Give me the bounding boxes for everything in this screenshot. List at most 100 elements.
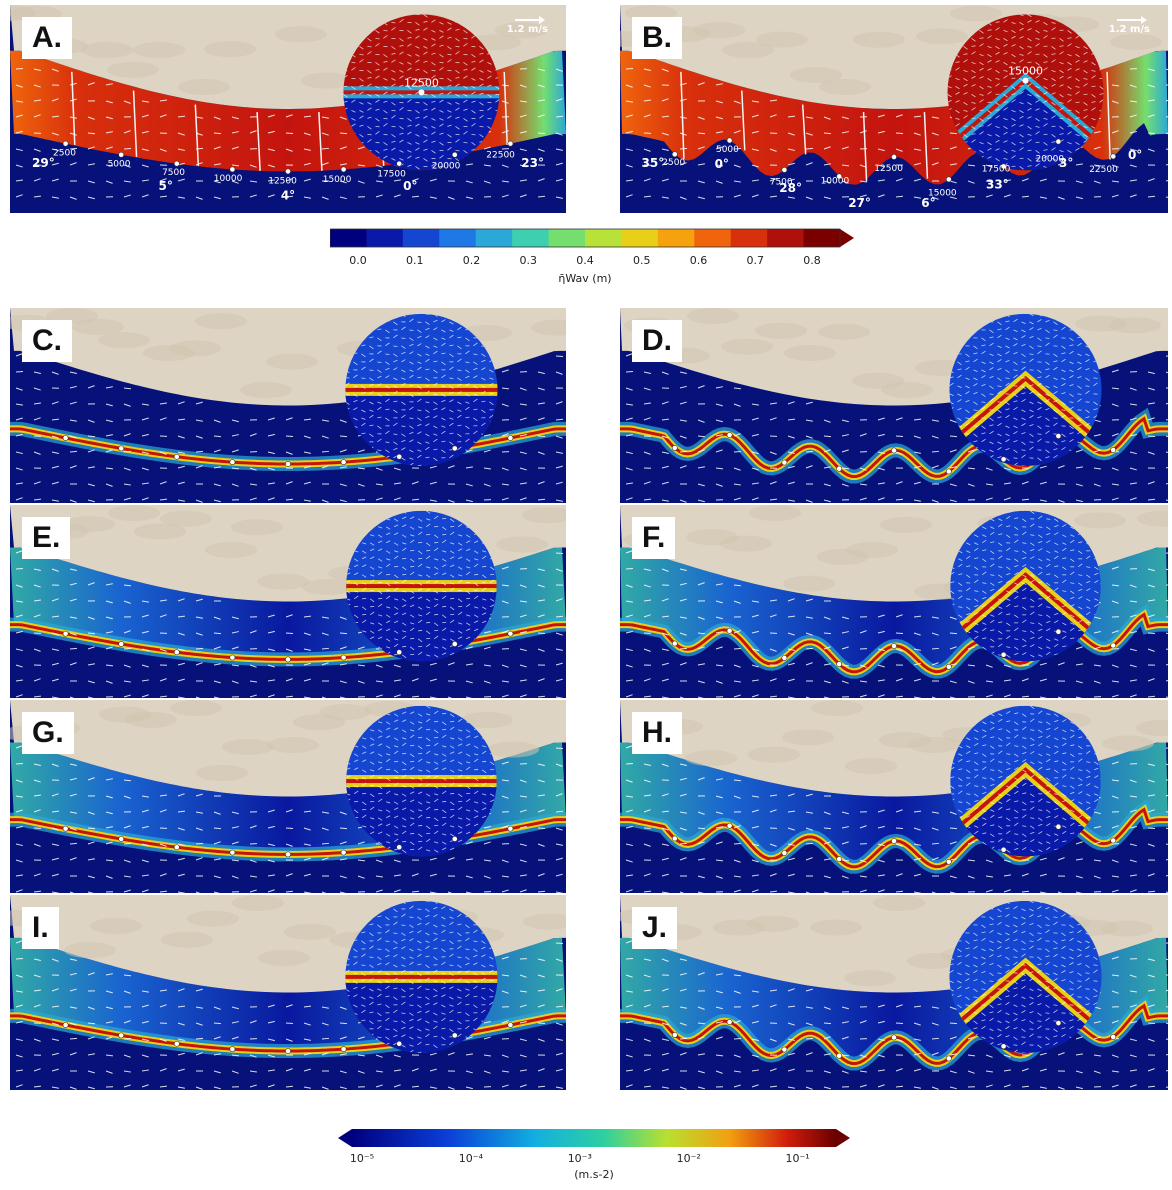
inset-arrow	[955, 67, 960, 71]
angle-label: 35°	[642, 156, 665, 170]
velocity-arrow	[787, 435, 795, 439]
inset-arrow	[463, 108, 468, 111]
velocity-arrow	[465, 858, 473, 861]
inset-arrow	[442, 550, 447, 553]
inset-arrow	[441, 319, 446, 323]
velocity-arrow	[1021, 195, 1030, 198]
inset-arrow	[393, 334, 398, 339]
inset-arrow	[1013, 425, 1018, 429]
inset-arrow	[971, 107, 976, 111]
inset-arrow	[473, 735, 479, 739]
velocity-arrow	[805, 842, 814, 845]
inset-arrow	[1053, 441, 1058, 446]
inset-arrow	[385, 550, 391, 554]
inset-arrow	[369, 391, 374, 395]
velocity-arrow	[751, 843, 759, 847]
inset-arrow	[1021, 441, 1026, 446]
inset-arrow	[369, 424, 374, 427]
inset-arrow	[979, 67, 984, 71]
inset-arrow	[1013, 374, 1018, 379]
velocity-arrow	[661, 891, 669, 893]
inset-arrow	[481, 801, 487, 805]
velocity-arrow	[1021, 178, 1029, 182]
inset-arrow	[1014, 627, 1019, 632]
inset-arrow	[998, 728, 1003, 731]
inset-arrow	[473, 393, 478, 396]
inset-arrow	[1006, 635, 1011, 640]
inset-arrow	[1035, 43, 1040, 47]
velocity-arrow	[625, 694, 633, 698]
inset-arrow	[449, 726, 455, 731]
terrain-patch	[319, 704, 371, 721]
terrain-patch	[204, 41, 256, 58]
inset-arrow	[981, 393, 986, 397]
inset-arrow	[979, 86, 984, 90]
velocity-arrow	[537, 809, 545, 813]
inset-arrow	[407, 99, 412, 103]
inset-arrow	[458, 534, 463, 537]
inset-arrow	[441, 721, 447, 726]
velocity-arrow	[967, 180, 975, 184]
inset-arrow	[449, 432, 454, 435]
velocity-arrow	[1093, 434, 1101, 437]
inset-arrow	[417, 619, 423, 624]
velocity-arrow	[159, 678, 167, 682]
inset-arrow	[1062, 729, 1067, 733]
inset-arrow	[386, 753, 391, 756]
station-marker	[396, 844, 403, 851]
velocity-arrow	[141, 600, 149, 603]
inset-arrow	[1061, 345, 1066, 350]
inset-arrow	[410, 582, 415, 585]
velocity-arrow	[429, 499, 437, 502]
velocity-arrow	[303, 148, 311, 151]
velocity-arrow	[1129, 403, 1138, 406]
station-marker	[781, 166, 788, 173]
inset-arrow	[1075, 54, 1080, 58]
velocity-arrow	[537, 779, 545, 783]
inset-arrow	[1035, 99, 1040, 103]
velocity-arrow	[393, 874, 401, 877]
velocity-arrow	[429, 481, 437, 485]
transect-line	[801, 104, 807, 155]
inset-arrow	[361, 366, 366, 371]
inset-arrow	[1054, 638, 1059, 641]
inset-arrow	[1070, 604, 1075, 608]
inset-arrow	[399, 94, 404, 98]
inset-arrow	[361, 385, 366, 389]
velocity-arrow	[33, 371, 41, 375]
inset-arrow	[1035, 85, 1040, 89]
inset-arrow	[974, 542, 979, 545]
inset-arrow	[487, 94, 492, 98]
velocity-arrow	[501, 180, 510, 183]
velocity-arrow	[679, 857, 687, 861]
velocity-arrow	[33, 387, 41, 391]
inset-arrow	[409, 571, 415, 576]
inset-arrow	[386, 646, 391, 649]
inset-arrow	[949, 382, 954, 387]
velocity-arrow	[841, 616, 849, 620]
inset-arrow	[399, 61, 404, 65]
inset-arrow	[1062, 645, 1067, 648]
velocity-arrow	[213, 499, 221, 503]
velocity-arrow	[555, 451, 563, 454]
velocity-arrow	[321, 857, 329, 861]
zoom-inset	[950, 705, 1101, 857]
inset-arrow	[1043, 54, 1048, 58]
inset-arrow	[377, 393, 382, 397]
inset-arrow	[473, 550, 479, 554]
inset-arrow	[426, 849, 431, 852]
inset-arrow	[353, 777, 359, 781]
velocity-arrow	[51, 115, 60, 118]
inset-arrow	[417, 777, 423, 781]
inset-arrow	[982, 744, 987, 747]
velocity-arrow	[123, 130, 131, 134]
velocity-arrow	[87, 663, 95, 666]
inset-arrow	[1037, 438, 1042, 443]
inset-arrow	[982, 596, 987, 600]
velocity-arrow	[949, 466, 957, 469]
inset-arrow	[1022, 759, 1027, 763]
velocity-arrow	[15, 825, 23, 829]
inset-arrow	[401, 377, 406, 380]
inset-arrow	[407, 76, 412, 79]
velocity-arrow	[913, 632, 921, 636]
